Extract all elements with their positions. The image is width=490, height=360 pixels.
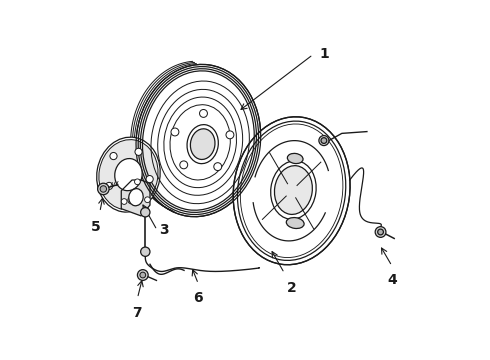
Ellipse shape [137,270,148,280]
Ellipse shape [319,135,329,145]
Ellipse shape [286,217,304,229]
Ellipse shape [187,125,219,164]
Ellipse shape [180,161,188,169]
Text: 6: 6 [194,291,203,305]
Text: 2: 2 [287,280,296,294]
Ellipse shape [128,197,135,204]
Ellipse shape [110,153,117,159]
Ellipse shape [145,197,150,203]
Ellipse shape [105,183,113,189]
Ellipse shape [287,153,303,163]
Ellipse shape [135,148,142,156]
Text: 7: 7 [133,306,142,320]
Text: 1: 1 [319,48,329,62]
Ellipse shape [199,109,207,117]
Ellipse shape [214,163,221,171]
Ellipse shape [100,186,107,192]
Ellipse shape [146,176,153,183]
Ellipse shape [274,166,312,215]
Ellipse shape [191,129,215,159]
Ellipse shape [99,140,158,210]
Ellipse shape [115,158,142,191]
Ellipse shape [141,208,150,217]
Ellipse shape [226,131,234,139]
Text: 5: 5 [91,220,101,234]
Ellipse shape [378,229,383,235]
Text: 4: 4 [387,273,397,287]
Ellipse shape [233,117,350,265]
Ellipse shape [135,179,140,185]
Ellipse shape [129,189,143,206]
Ellipse shape [122,199,127,204]
Ellipse shape [171,128,179,136]
Ellipse shape [98,183,109,195]
Ellipse shape [136,64,261,217]
Ellipse shape [321,138,327,143]
Ellipse shape [141,247,150,256]
Ellipse shape [97,137,160,212]
Ellipse shape [270,161,316,219]
Ellipse shape [375,226,386,237]
Ellipse shape [140,272,146,278]
Polygon shape [122,180,150,216]
Text: 3: 3 [160,223,169,237]
